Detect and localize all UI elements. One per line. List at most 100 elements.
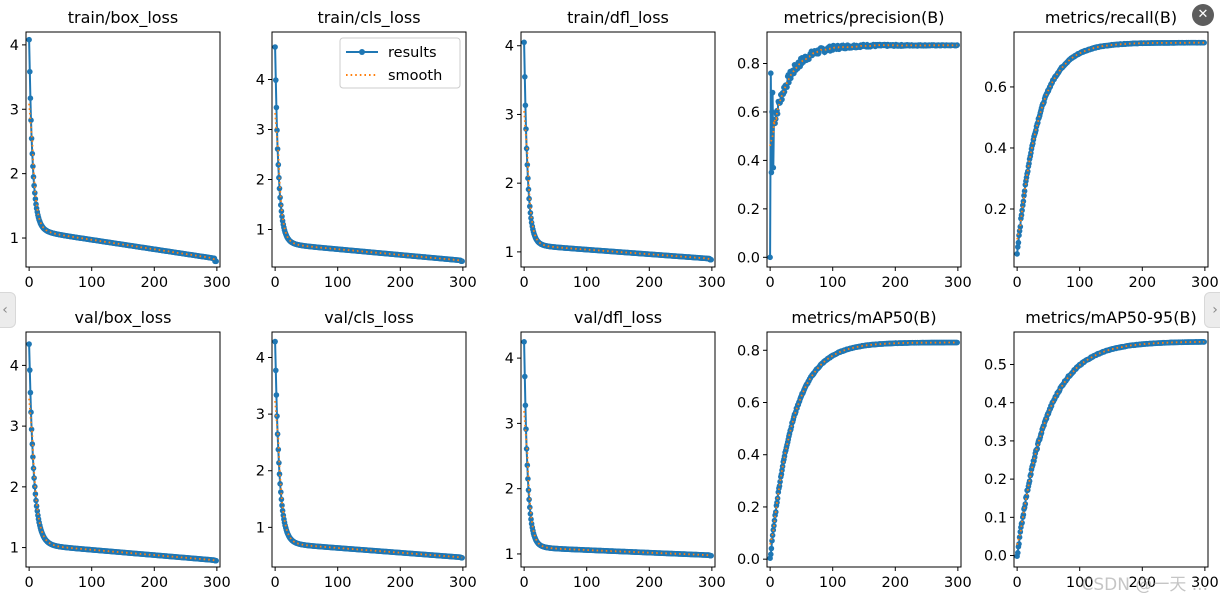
y-tick-label: 3 xyxy=(10,419,19,435)
y-tick-label: 0.4 xyxy=(737,153,760,169)
y-tick-label: 0.3 xyxy=(984,434,1007,450)
plot-area xyxy=(1014,39,1207,257)
results-point xyxy=(770,164,777,171)
series-smooth-line xyxy=(1016,341,1205,546)
results-point xyxy=(1016,541,1022,547)
x-tick-label: 200 xyxy=(881,275,909,291)
panel-val-dfl-loss: val/dfl_loss 0 100 200 300 1 2 3 4 xyxy=(505,308,726,591)
results-point xyxy=(1021,188,1028,194)
chart-title: val/box_loss xyxy=(75,308,172,328)
y-tick-label: 0.6 xyxy=(984,80,1007,96)
y-tick-label: 2 xyxy=(10,480,19,496)
results-point xyxy=(1023,493,1030,500)
axes-frame xyxy=(25,31,221,268)
results-point xyxy=(522,373,528,380)
results-point xyxy=(459,258,466,265)
panel-train-cls-loss: train/cls_loss 0 100 200 300 1 2 3 4 results smoot… xyxy=(256,8,477,291)
chart-title: metrics/recall(B) xyxy=(1045,8,1177,27)
x-tick-label: 100 xyxy=(78,575,106,591)
results-point xyxy=(34,508,41,514)
results-point xyxy=(522,402,529,409)
x-tick-label: 100 xyxy=(324,275,352,291)
axes-frame xyxy=(766,31,962,268)
previous-image-button[interactable]: ‹ xyxy=(0,292,16,328)
next-image-button[interactable]: › xyxy=(1204,292,1220,328)
results-point xyxy=(279,213,285,220)
y-tick-label: 0.8 xyxy=(737,56,760,72)
results-point xyxy=(1014,251,1020,257)
results-point xyxy=(769,109,775,115)
axes-frame xyxy=(1013,331,1209,568)
chart-title: train/cls_loss xyxy=(317,8,420,28)
close-icon: ✕ xyxy=(1197,7,1209,22)
results-point xyxy=(1201,39,1207,46)
results-point xyxy=(778,471,785,478)
x-tick-label: 300 xyxy=(449,275,477,291)
x-tick-label: 0 xyxy=(271,275,280,291)
panel-metrics-recall-b-: metrics/recall(B) 0 100 200 300 0.2 0.4 0.6 xyxy=(984,8,1219,291)
results-point xyxy=(275,446,282,453)
y-tick-label: 4 xyxy=(256,73,265,89)
series-smooth-line xyxy=(274,113,463,262)
results-point xyxy=(26,36,32,43)
legend: results smooth xyxy=(339,37,461,89)
close-viewer-button[interactable]: ✕ xyxy=(1192,4,1214,26)
y-tick-label: 0.4 xyxy=(737,448,760,464)
results-point xyxy=(768,551,774,558)
results-point xyxy=(1020,511,1027,518)
chart-title: val/dfl_loss xyxy=(574,308,662,328)
y-tick-label: 2 xyxy=(505,176,514,192)
results-point xyxy=(273,104,280,111)
series-smooth-line xyxy=(523,111,712,260)
results-point xyxy=(28,409,34,416)
y-tick-label: 3 xyxy=(256,407,265,423)
plot-area xyxy=(767,339,960,561)
x-tick-label: 200 xyxy=(881,575,909,591)
results-point xyxy=(767,254,773,261)
panel-val-cls-loss: val/cls_loss 0 100 200 300 1 2 3 4 xyxy=(256,308,477,591)
results-point xyxy=(773,116,779,122)
results-point xyxy=(27,389,34,396)
y-tick-label: 1 xyxy=(256,223,265,239)
x-tick-label: 0 xyxy=(520,275,529,291)
results-point xyxy=(272,338,278,345)
y-tick-label: 3 xyxy=(505,416,514,432)
results-point xyxy=(459,555,466,561)
y-tick-label: 1 xyxy=(10,231,19,247)
x-tick-label: 200 xyxy=(635,275,663,291)
results-point xyxy=(276,185,283,192)
y-tick-label: 0.6 xyxy=(737,105,760,121)
chart-title: metrics/mAP50-95(B) xyxy=(1025,308,1196,327)
results-point xyxy=(1019,207,1025,214)
results-point xyxy=(1015,244,1021,250)
panel-train-box-loss: train/box_loss 0 100 200 300 1 2 3 4 xyxy=(10,8,231,291)
results-point xyxy=(30,163,36,170)
plot-area xyxy=(1014,339,1207,559)
x-tick-label: 0 xyxy=(520,575,529,591)
series-smooth-line xyxy=(1016,41,1205,240)
x-tick-label: 200 xyxy=(635,575,663,591)
y-tick-label: 0.2 xyxy=(737,202,760,218)
y-tick-label: 2 xyxy=(505,482,514,498)
y-tick-label: 4 xyxy=(256,350,265,366)
results-point xyxy=(521,39,527,46)
panel-metrics-map50-b-: metrics/mAP50(B) 0 100 200 300 0.0 0.2 0.4 0.6 0.… xyxy=(737,308,972,591)
results-point xyxy=(278,496,285,503)
y-tick-label: 0.1 xyxy=(984,510,1007,526)
results-point xyxy=(768,169,775,176)
results-point xyxy=(273,367,279,374)
results-point xyxy=(30,174,37,180)
panel-metrics-map50-95-b-: metrics/mAP50-95(B) 0 100 200 300 0.0 0.1 0.2 0.… xyxy=(984,308,1219,591)
results-point xyxy=(276,460,282,466)
y-tick-label: 0.6 xyxy=(737,396,760,412)
results-point xyxy=(784,84,790,90)
series-smooth-line xyxy=(28,103,217,261)
results-point xyxy=(1015,239,1022,246)
plot-area xyxy=(272,44,466,265)
plot-area xyxy=(26,341,219,564)
x-tick-label: 100 xyxy=(573,275,601,291)
x-tick-label: 200 xyxy=(386,275,414,291)
y-tick-label: 4 xyxy=(10,358,19,374)
x-tick-label: 0 xyxy=(25,275,34,291)
series-results-line xyxy=(523,341,712,557)
